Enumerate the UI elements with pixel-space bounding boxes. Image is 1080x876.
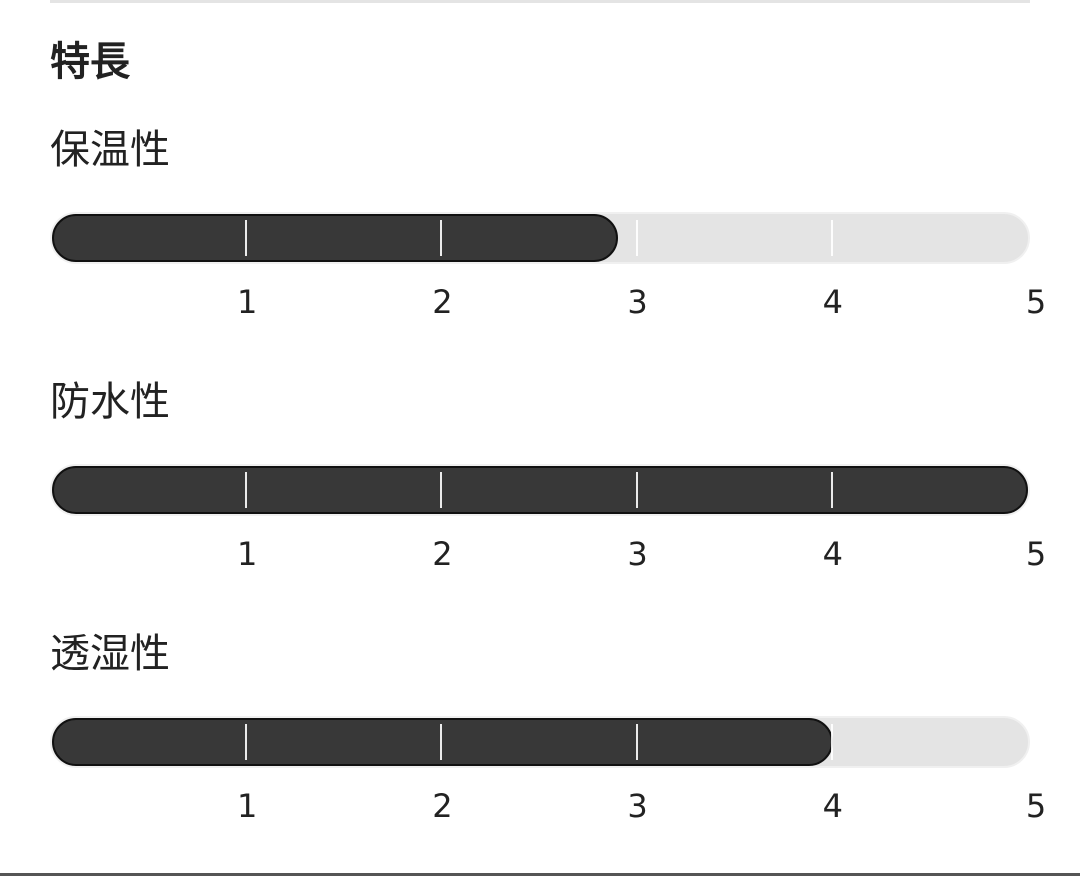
scale-label: 1 — [237, 283, 258, 321]
scale-label: 2 — [432, 787, 453, 825]
scale-labels: 1 2 3 4 5 — [50, 534, 1046, 574]
feature-rating: 透湿性 1 2 3 4 5 — [50, 628, 1046, 868]
scale-tick — [440, 472, 443, 508]
rating-bar-track — [50, 212, 1030, 264]
section-title: 特長 — [50, 39, 130, 85]
scale-label: 3 — [627, 787, 648, 825]
scale-tick — [440, 220, 443, 256]
scale-label: 1 — [237, 535, 258, 573]
scale-label: 5 — [1025, 787, 1047, 825]
scale-tick — [245, 724, 248, 760]
rating-bar-track — [50, 464, 1030, 516]
rating-bar-fill — [52, 214, 619, 262]
rating-bar-fill — [52, 718, 833, 766]
scale-label: 5 — [1025, 535, 1047, 573]
feature-label: 透湿性 — [50, 631, 170, 677]
scale-tick — [440, 724, 443, 760]
divider-bottom — [0, 873, 1080, 876]
scale-tick — [830, 220, 833, 256]
rating-bar-track — [50, 716, 1030, 768]
feature-rating: 保温性 1 2 3 4 5 — [50, 124, 1046, 364]
rating-bar-fill — [52, 466, 1028, 514]
feature-label: 保温性 — [50, 127, 170, 173]
scale-label: 3 — [627, 535, 648, 573]
scale-label: 3 — [627, 283, 648, 321]
scale-label: 2 — [432, 535, 453, 573]
scale-label: 2 — [432, 283, 453, 321]
divider-top — [50, 0, 1030, 3]
feature-rating: 防水性 1 2 3 4 5 — [50, 376, 1046, 616]
scale-label: 4 — [822, 283, 843, 321]
scale-tick — [245, 472, 248, 508]
scale-label: 5 — [1025, 283, 1047, 321]
scale-labels: 1 2 3 4 5 — [50, 786, 1046, 826]
scale-tick — [830, 724, 833, 760]
scale-tick — [635, 220, 638, 256]
scale-tick — [245, 220, 248, 256]
scale-tick — [830, 472, 833, 508]
scale-labels: 1 2 3 4 5 — [50, 282, 1046, 322]
scale-label: 4 — [822, 535, 843, 573]
scale-label: 4 — [822, 787, 843, 825]
scale-label: 1 — [237, 787, 258, 825]
scale-tick — [635, 472, 638, 508]
feature-label: 防水性 — [50, 379, 170, 425]
scale-tick — [635, 724, 638, 760]
